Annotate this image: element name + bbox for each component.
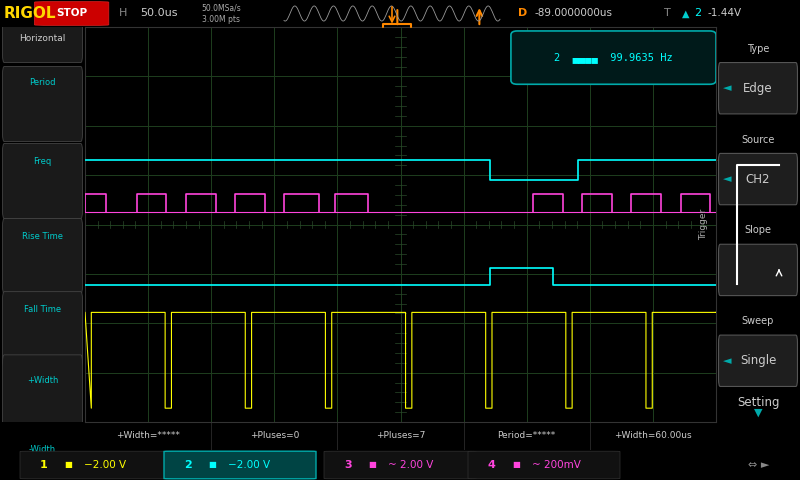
Text: 1: 1 (40, 460, 48, 470)
Text: STOP: STOP (56, 9, 87, 19)
Text: ■: ■ (208, 460, 216, 469)
Text: T: T (664, 9, 670, 19)
FancyBboxPatch shape (34, 1, 109, 25)
Text: −2.00 V: −2.00 V (84, 460, 126, 470)
FancyBboxPatch shape (718, 244, 798, 296)
Text: +Width: +Width (27, 376, 58, 385)
Text: 50.0us: 50.0us (140, 9, 178, 19)
Text: H: H (118, 9, 126, 19)
FancyBboxPatch shape (2, 67, 82, 142)
FancyBboxPatch shape (2, 292, 82, 367)
FancyBboxPatch shape (2, 355, 82, 430)
Text: Fall Time: Fall Time (24, 305, 61, 314)
FancyBboxPatch shape (20, 451, 172, 479)
Text: 2: 2 (694, 9, 702, 19)
Text: Rise Time: Rise Time (22, 232, 63, 241)
FancyBboxPatch shape (324, 451, 476, 479)
Text: 2: 2 (75, 156, 82, 165)
Text: -Width: -Width (29, 445, 56, 454)
Text: +Pluses=0: +Pluses=0 (250, 432, 299, 441)
Text: ◄: ◄ (722, 174, 731, 184)
Text: 50.0MSa/s: 50.0MSa/s (202, 3, 242, 12)
Text: Edge: Edge (743, 82, 773, 95)
FancyBboxPatch shape (468, 451, 620, 479)
Text: Source: Source (742, 134, 774, 144)
Text: ■: ■ (512, 460, 520, 469)
Text: Setting: Setting (737, 396, 779, 409)
Text: Freq: Freq (34, 157, 52, 166)
Text: +Width=60.00us: +Width=60.00us (614, 432, 692, 441)
Text: ◄: ◄ (722, 83, 731, 93)
Text: Period: Period (30, 78, 56, 87)
Text: -89.0000000us: -89.0000000us (534, 9, 613, 19)
Text: ■: ■ (368, 460, 376, 469)
FancyBboxPatch shape (2, 0, 82, 62)
Text: 2  ▄▄▄▄  99.9635 Hz: 2 ▄▄▄▄ 99.9635 Hz (554, 52, 673, 63)
Text: ⇔ ►: ⇔ ► (748, 460, 770, 470)
Text: CH2: CH2 (746, 173, 770, 186)
Text: +Width=*****: +Width=***** (116, 432, 180, 441)
Text: D: D (518, 9, 528, 19)
Text: ■: ■ (64, 460, 72, 469)
Text: ▼: ▼ (754, 408, 762, 418)
Text: ◄: ◄ (722, 356, 731, 366)
FancyBboxPatch shape (718, 335, 798, 386)
Text: 2: 2 (184, 460, 192, 470)
Text: 3.00M pts: 3.00M pts (202, 15, 240, 24)
Text: Horizontal: Horizontal (19, 34, 66, 43)
FancyBboxPatch shape (2, 218, 82, 294)
Text: ~ 200mV: ~ 200mV (532, 460, 581, 470)
Text: +Pluses=7: +Pluses=7 (376, 432, 425, 441)
Text: RIGOL: RIGOL (4, 6, 57, 21)
Text: 4: 4 (488, 460, 496, 470)
Text: 3: 3 (344, 460, 352, 470)
Text: Type: Type (747, 44, 769, 54)
FancyBboxPatch shape (164, 451, 316, 479)
FancyBboxPatch shape (2, 144, 82, 218)
Text: ~ 2.00 V: ~ 2.00 V (388, 460, 434, 470)
Text: −2.00 V: −2.00 V (228, 460, 270, 470)
Text: 1: 1 (738, 156, 744, 165)
Text: Trigger: Trigger (699, 209, 708, 240)
FancyBboxPatch shape (718, 62, 798, 114)
Text: -1.44V: -1.44V (708, 9, 742, 19)
Text: 3: 3 (75, 272, 82, 282)
Text: Slope: Slope (745, 226, 771, 235)
Text: Single: Single (740, 354, 776, 367)
Text: Sweep: Sweep (742, 316, 774, 326)
Text: ▲: ▲ (682, 9, 690, 19)
Text: Period=*****: Period=***** (498, 432, 556, 441)
FancyBboxPatch shape (511, 31, 716, 84)
Text: 1: 1 (75, 307, 82, 317)
FancyBboxPatch shape (718, 154, 798, 205)
